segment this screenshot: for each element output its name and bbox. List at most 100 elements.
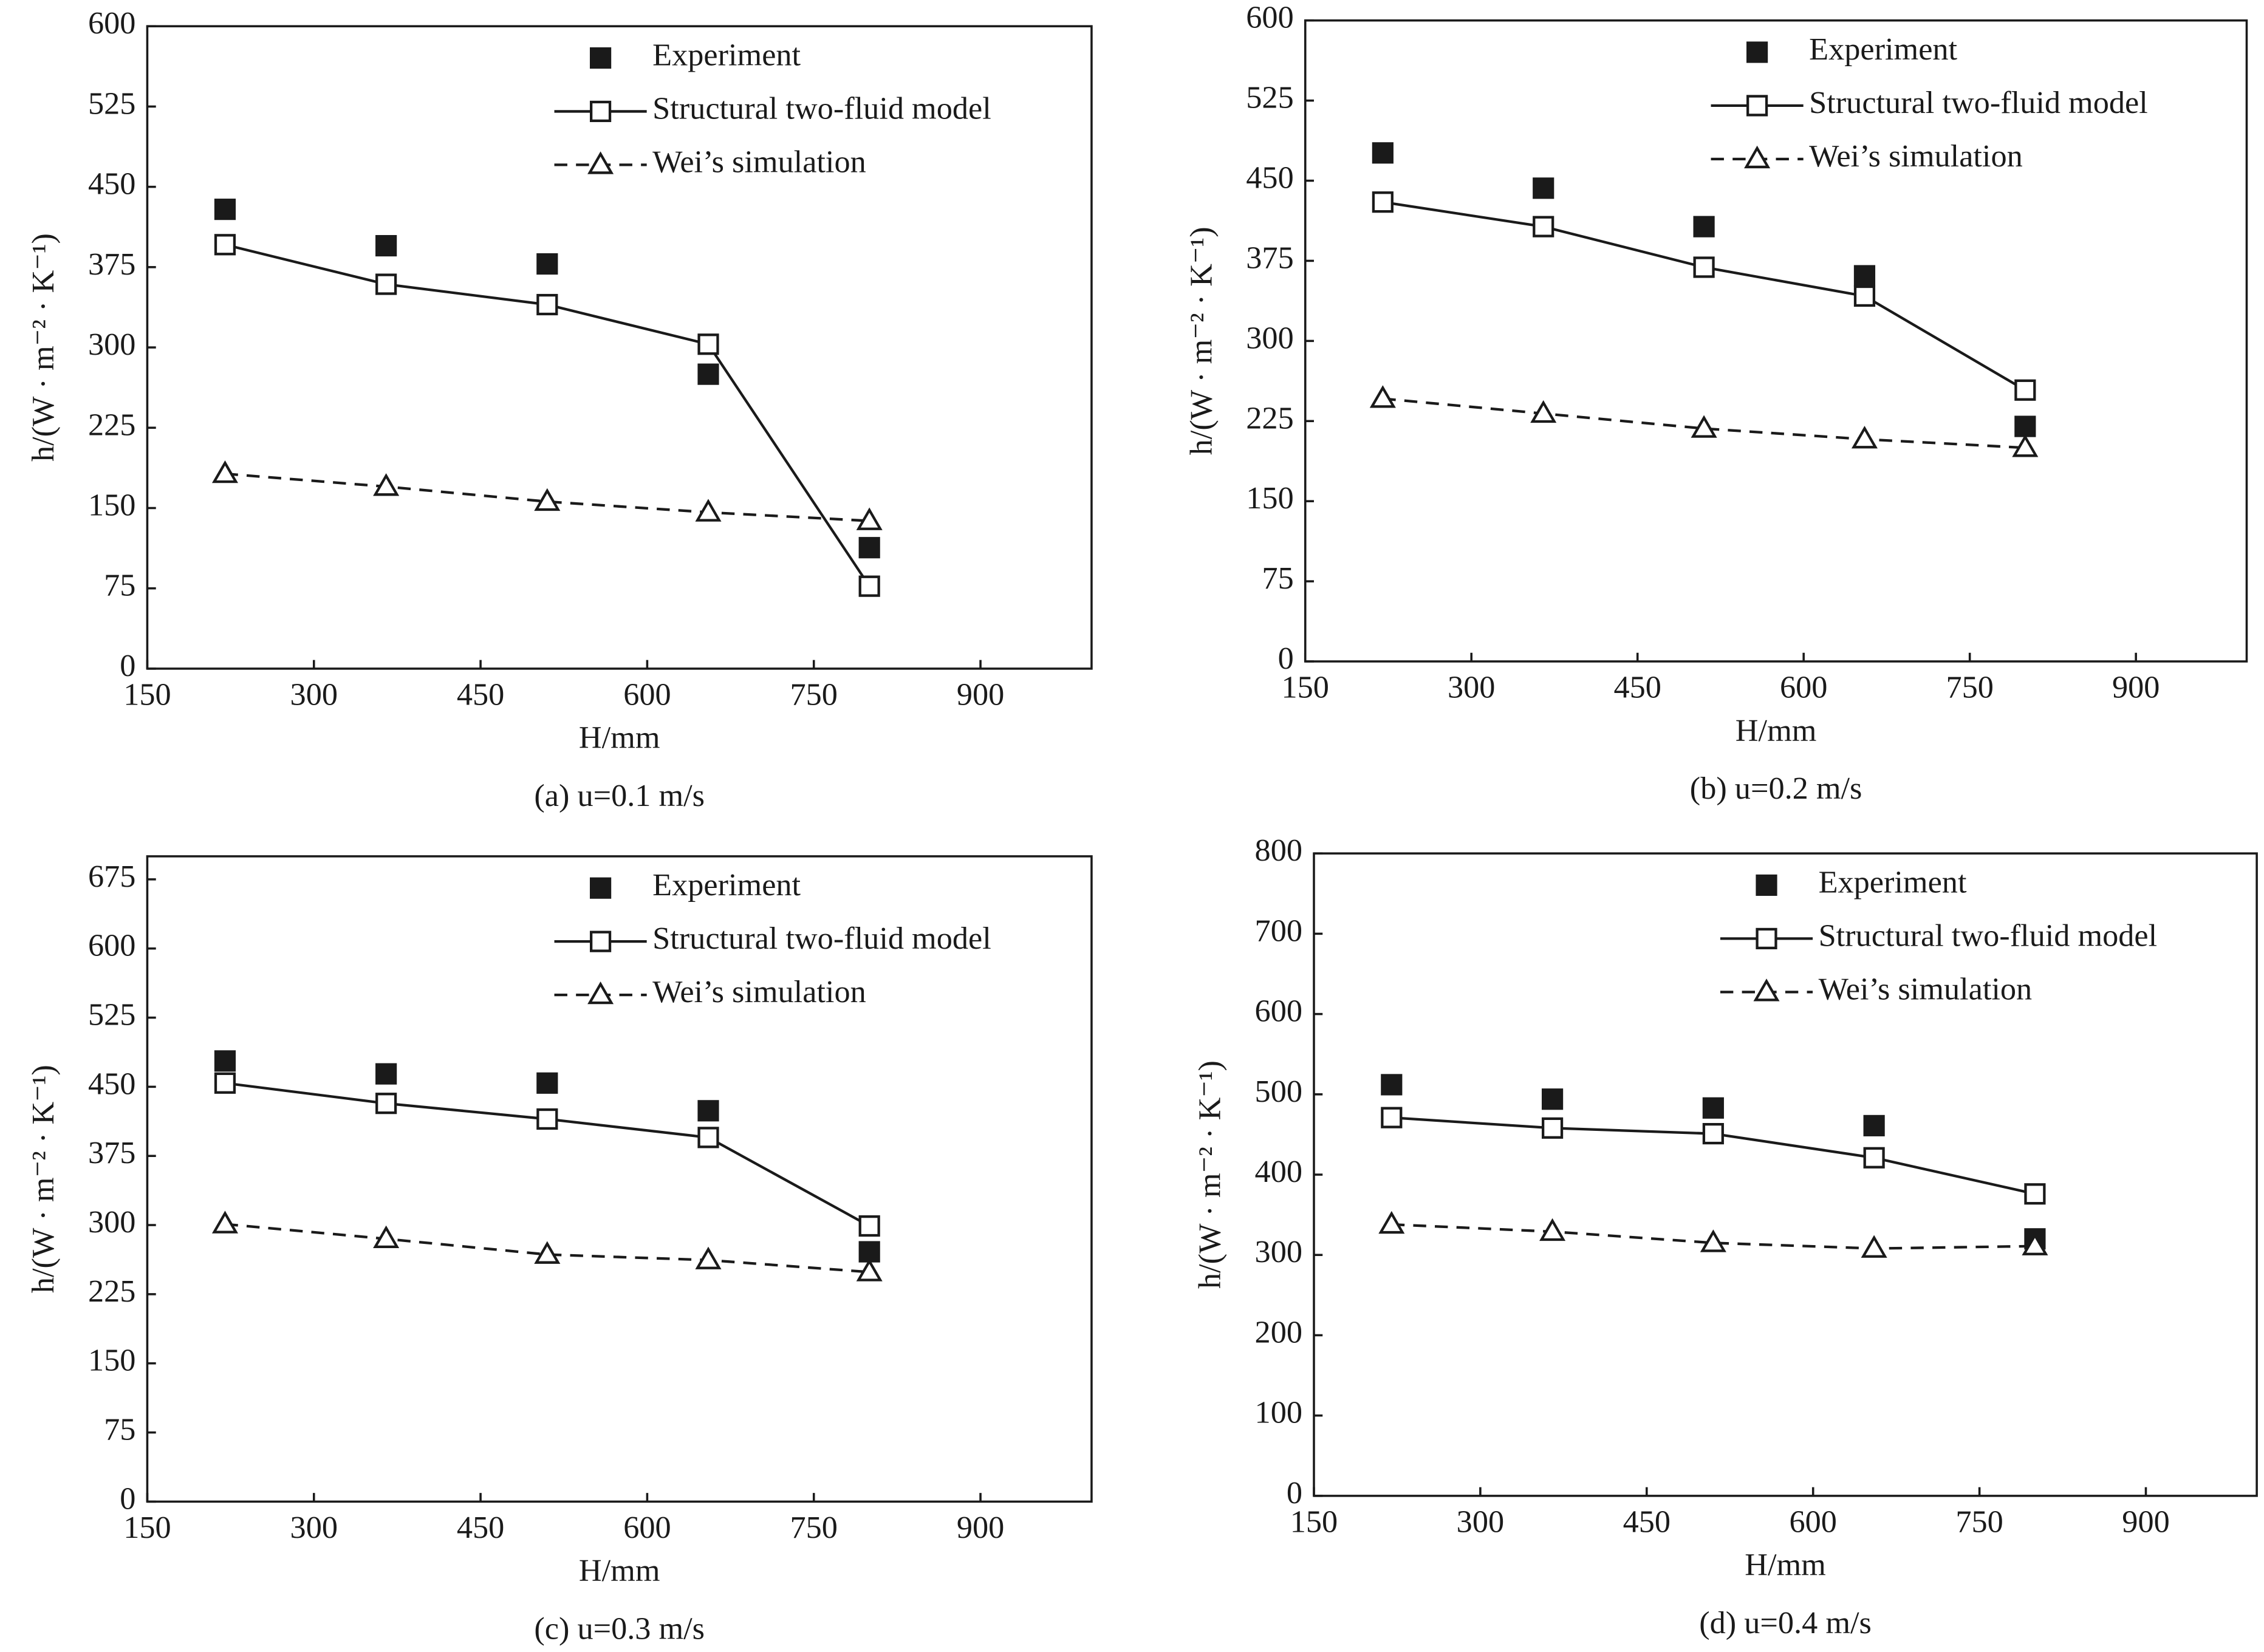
y-tick-label: 0 [120, 648, 135, 683]
marker [1756, 927, 1777, 949]
x-tick-label: 300 [1457, 1504, 1504, 1539]
plot-frame [1313, 852, 2258, 1497]
marker [536, 293, 558, 316]
y-tick-label: 300 [1255, 1234, 1302, 1269]
marker [1372, 142, 1394, 164]
chart: 150 300 450 600 750 900 0 75 150 225 300 375 450 525 6… [1183, 0, 2248, 806]
y-tick-label: 0 [1287, 1475, 1302, 1510]
marker [1753, 978, 1780, 1002]
marker [1533, 216, 1554, 237]
marker [536, 1108, 558, 1130]
marker [1851, 426, 1878, 449]
marker [214, 1050, 236, 1072]
marker [590, 930, 612, 952]
marker [1853, 265, 1876, 287]
marker [214, 234, 236, 256]
legend-label: Experiment [1819, 864, 1967, 899]
chart: 150 300 450 600 750 900 0 75 150 225 300 375 450 525 6… [26, 855, 1093, 1646]
y-tick-label: 0 [1278, 641, 1294, 676]
marker [211, 1210, 238, 1234]
x-tick-label: 450 [457, 1510, 504, 1545]
marker [858, 575, 880, 597]
x-tick-label: 450 [457, 677, 504, 712]
marker [536, 253, 558, 275]
chart-title: (b) u=0.2 m/s [1690, 771, 1862, 806]
marker [214, 199, 236, 220]
x-tick-label: 900 [957, 677, 1004, 712]
marker [856, 1258, 883, 1282]
y-tick-label: 75 [104, 1412, 135, 1447]
legend-label: Structural two-fluid model [652, 90, 991, 126]
marker [697, 333, 719, 355]
marker [1861, 1235, 1887, 1258]
legend-label: Wei’s simulation [1809, 138, 2023, 174]
y-tick-label: 225 [88, 407, 135, 442]
y-tick-label: 600 [88, 5, 135, 41]
legend-label: Wei’s simulation [652, 144, 866, 179]
x-tick-label: 900 [957, 1510, 1004, 1545]
x-tick-label: 750 [1946, 670, 1993, 705]
legend-label: Experiment [1809, 32, 1957, 67]
x-tick-label: 300 [290, 677, 338, 712]
x-tick-label: 300 [1448, 670, 1495, 705]
marker [590, 877, 612, 899]
marker [1369, 385, 1396, 408]
marker [1693, 256, 1715, 278]
x-axis-label: H/mm [579, 720, 660, 756]
y-tick-label: 600 [1255, 994, 1302, 1029]
y-tick-label: 150 [88, 487, 135, 522]
marker [214, 1072, 236, 1094]
marker [1863, 1147, 1885, 1169]
y-tick-label: 375 [88, 247, 135, 282]
y-axis-label: h/(W · m⁻² · K⁻¹) [1192, 1060, 1228, 1289]
marker [858, 1241, 880, 1263]
marker [211, 460, 238, 483]
y-tick-label: 100 [1255, 1395, 1302, 1430]
marker [375, 1093, 397, 1114]
y-tick-label: 300 [88, 1204, 135, 1240]
marker [695, 499, 722, 522]
y-tick-label: 200 [1255, 1314, 1302, 1350]
marker [375, 273, 397, 295]
plot-frame [146, 855, 1093, 1503]
x-axis-label: H/mm [1736, 713, 1817, 748]
marker [1756, 874, 1777, 896]
y-tick-label: 150 [1246, 480, 1293, 516]
x-tick-label: 750 [790, 1510, 838, 1545]
marker [1381, 1107, 1403, 1128]
y-tick-label: 225 [1246, 400, 1293, 435]
marker [697, 363, 719, 385]
y-tick-label: 600 [1246, 0, 1293, 35]
marker [534, 488, 561, 511]
x-tick-label: 600 [1780, 670, 1827, 705]
marker [373, 1225, 400, 1249]
y-tick-label: 300 [1246, 320, 1293, 355]
y-tick-label: 225 [88, 1274, 135, 1309]
plot-frame [1304, 19, 2248, 663]
x-tick-label: 600 [623, 677, 671, 712]
chart-title: (d) u=0.4 m/s [1699, 1605, 1872, 1640]
y-tick-label: 0 [120, 1481, 135, 1516]
x-tick-label: 750 [790, 677, 838, 712]
y-tick-label: 300 [88, 327, 135, 362]
chart-title: (a) u=0.1 m/s [534, 778, 705, 813]
marker [2024, 1183, 2046, 1205]
x-tick-label: 150 [123, 677, 171, 712]
marker [1691, 415, 1717, 438]
x-axis-label: H/mm [1745, 1548, 1826, 1583]
marker [1746, 41, 1768, 63]
y-axis-label: h/(W · m⁻² · K⁻¹) [1183, 227, 1219, 455]
chart: 150 300 450 600 750 900 0 75 150 225 300 375 450 525 6… [26, 5, 1093, 813]
x-tick-label: 900 [2112, 670, 2160, 705]
x-tick-label: 600 [623, 1510, 671, 1545]
x-tick-label: 600 [1789, 1504, 1836, 1539]
marker [375, 1063, 397, 1085]
legend-label: Wei’s simulation [652, 974, 866, 1009]
marker [373, 473, 400, 496]
marker [1539, 1218, 1566, 1241]
marker [587, 151, 614, 174]
marker [1744, 145, 1771, 169]
legend-label: Structural two-fluid model [1809, 85, 2148, 120]
marker [534, 1241, 561, 1264]
